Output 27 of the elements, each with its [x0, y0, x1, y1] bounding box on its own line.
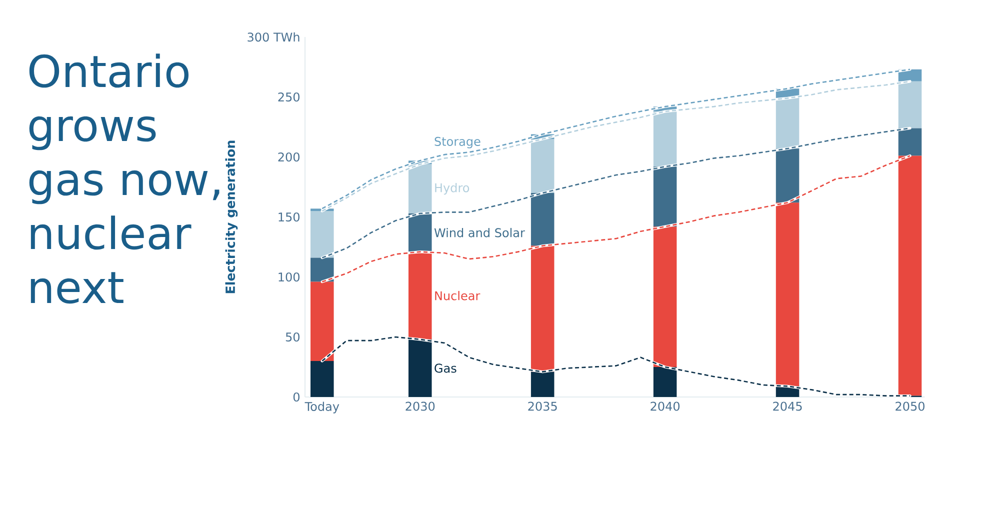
- bar: [408, 213, 432, 252]
- bar: [653, 166, 677, 227]
- x-tick-label: 2035: [528, 402, 557, 411]
- y-axis-title: Electricity generation: [225, 140, 238, 294]
- bar: [776, 98, 800, 149]
- series-label: Wind and Solar: [434, 228, 525, 238]
- x-tick-label: 2045: [773, 402, 802, 411]
- bar: [776, 148, 800, 203]
- x-tick-label: 2030: [406, 402, 435, 411]
- x-tick-label: 2050: [896, 402, 924, 411]
- text: Ontario grows gas now, nuclear next: [29, 54, 220, 304]
- y-tick-label: 250: [278, 92, 300, 102]
- series-label: Storage: [434, 136, 480, 148]
- y-tick-label: 0: [293, 392, 300, 402]
- y-tick-label: 300 TWh: [248, 32, 300, 42]
- bar: [653, 111, 677, 167]
- bar: [530, 192, 554, 246]
- y-tick-label: 100: [278, 272, 300, 282]
- y-tick-label: 50: [286, 332, 300, 342]
- series-label: Gas: [434, 364, 456, 373]
- series-label: Hydro: [435, 182, 470, 195]
- y-tick-label: 200: [278, 152, 300, 162]
- x-tick-label: Today: [304, 402, 340, 414]
- y-tick-label: 150: [278, 212, 300, 222]
- x-tick-label: 2040: [650, 402, 680, 411]
- bar: [530, 139, 554, 193]
- series-label: Nuclear: [435, 290, 480, 300]
